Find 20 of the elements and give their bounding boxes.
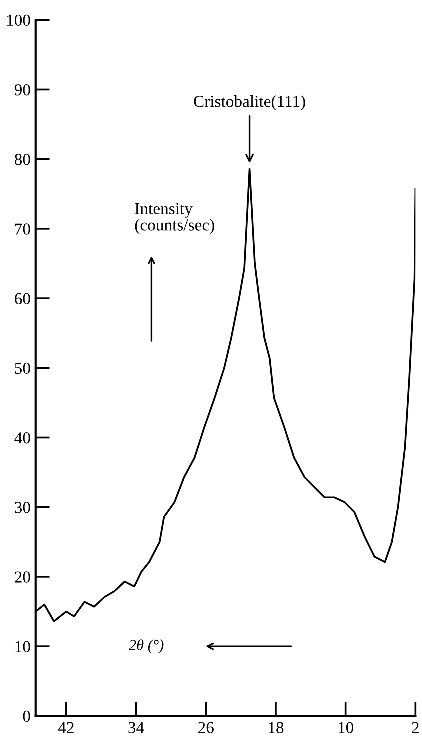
x-tick-label: 42 — [58, 722, 74, 734]
y-tick-label: 70 — [15, 224, 30, 235]
x-tick-label: 18 — [269, 722, 284, 734]
y-tick-label: 40 — [14, 432, 30, 444]
x-tick-label: 34 — [128, 722, 144, 734]
y-tick-label: 20 — [15, 572, 30, 583]
y-tick-label: 0 — [23, 710, 30, 722]
y-tick-label: 100 — [7, 14, 30, 26]
y-tick-label: 30 — [15, 502, 30, 514]
x-tick-label: 2 — [412, 722, 419, 734]
y-tick-label: 90 — [14, 84, 30, 96]
y-tick-label: 80 — [14, 154, 30, 166]
y-axis-title: Intensity (counts/sec) — [135, 203, 214, 234]
annotation: Cristobalite(111) — [194, 96, 306, 111]
x-axis-title: 2θ (°) — [128, 640, 164, 654]
x-tick-label: 26 — [198, 722, 214, 734]
y-tick-label: 10 — [16, 641, 30, 653]
y-tick-label: 50 — [15, 362, 30, 374]
x-tick-label: 10 — [338, 722, 354, 734]
y-tick-label: 60 — [15, 293, 30, 304]
